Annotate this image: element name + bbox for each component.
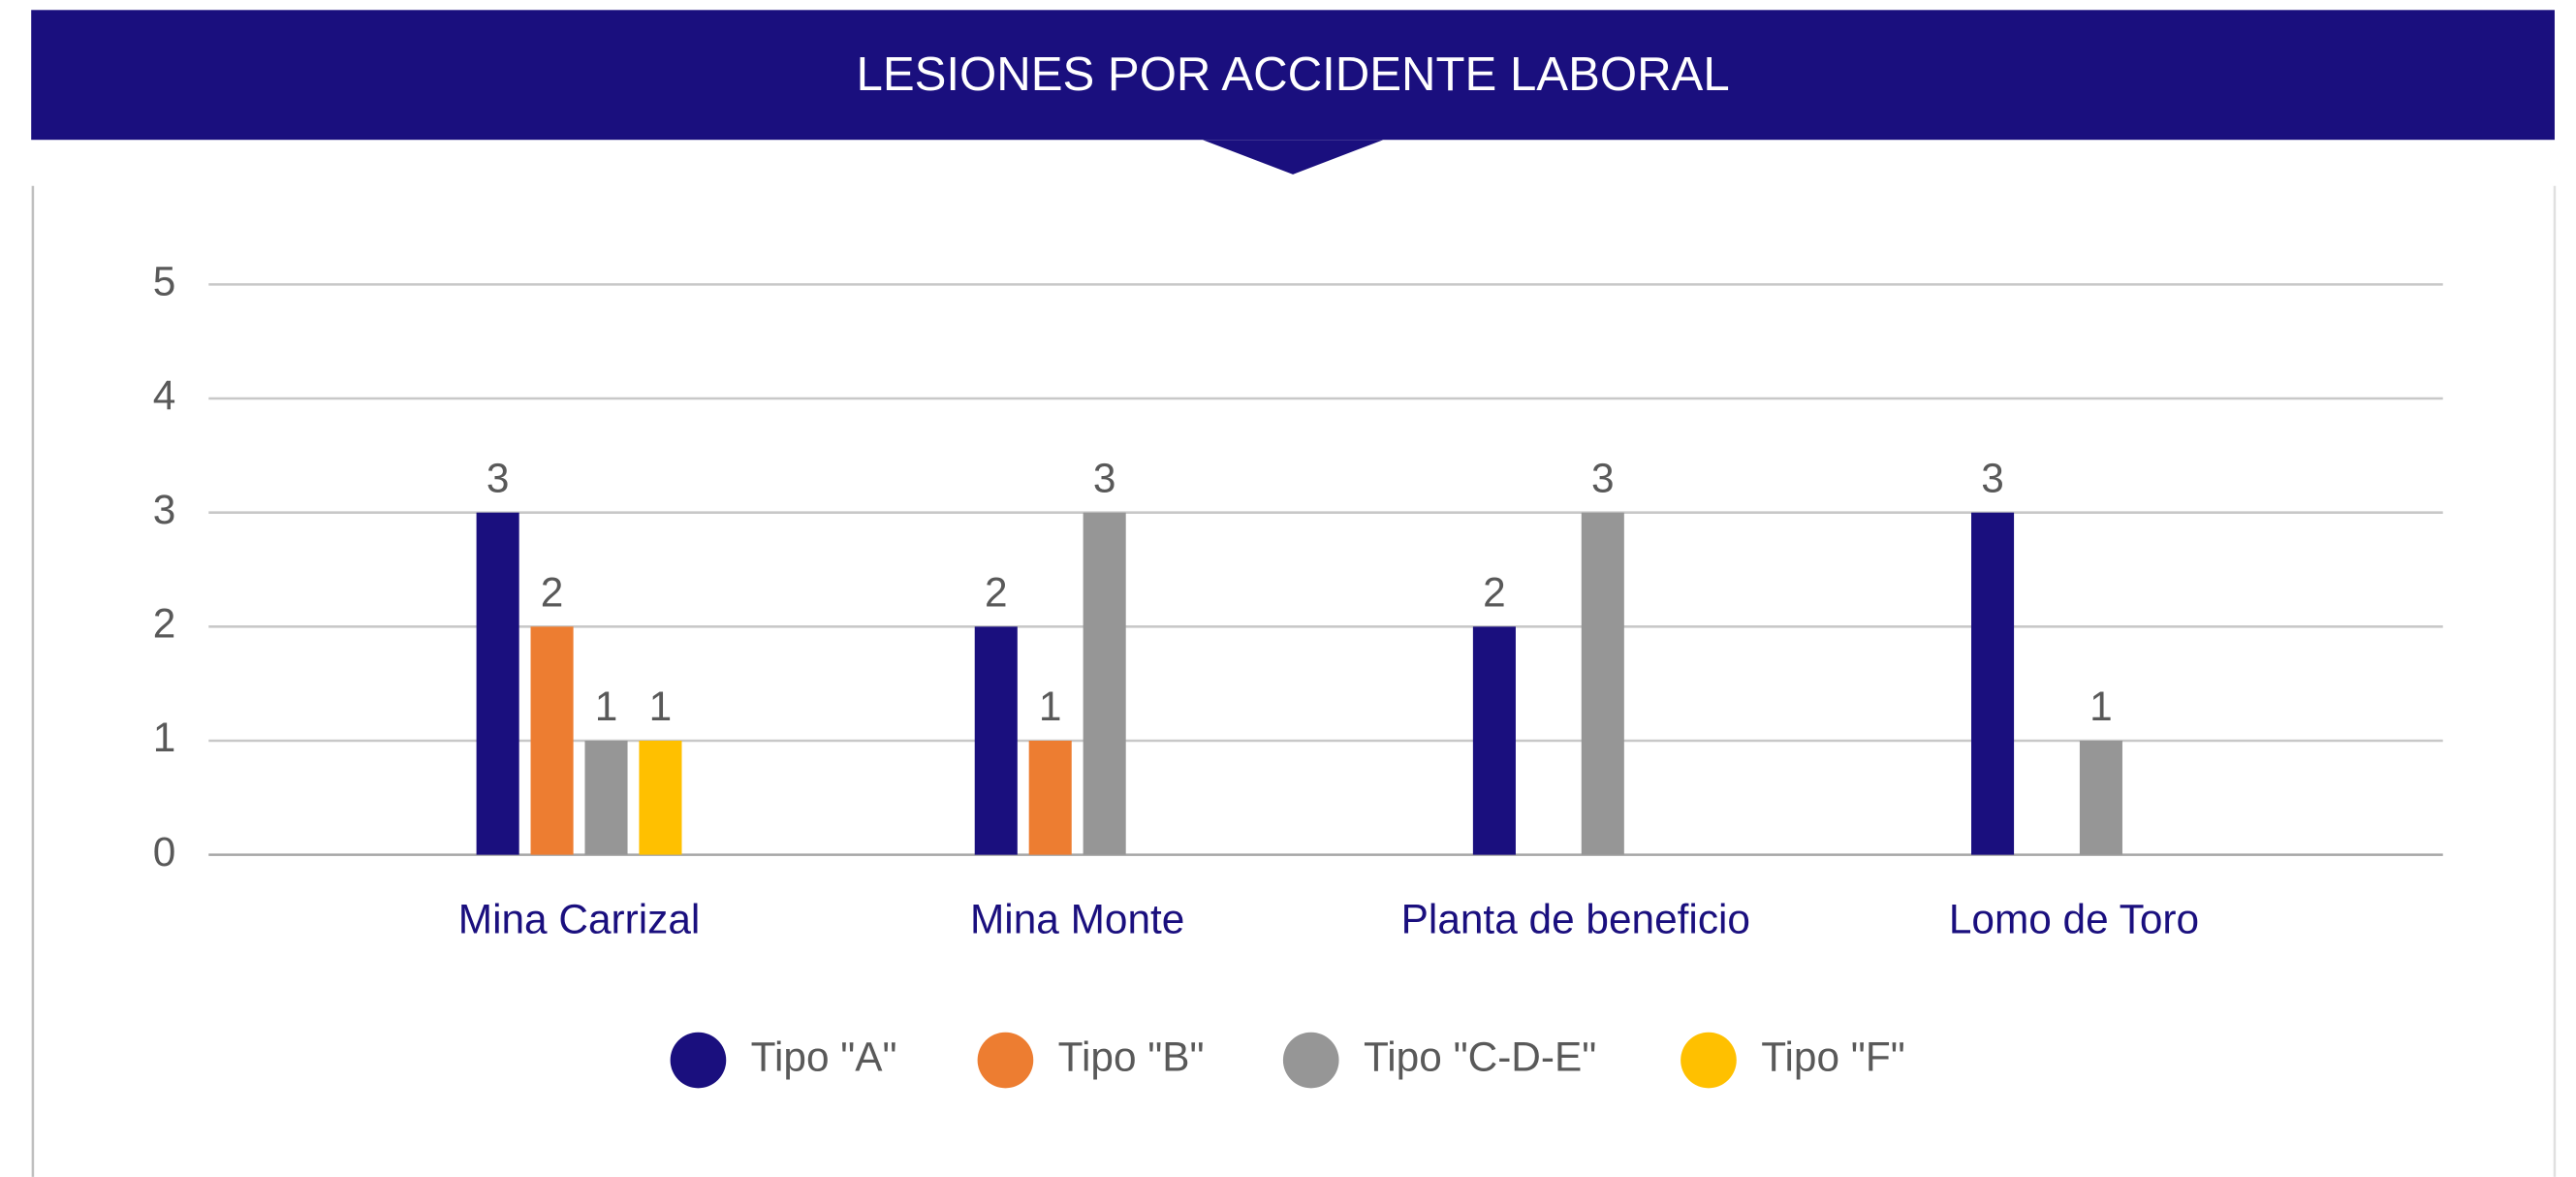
bar [1083, 512, 1126, 855]
x-tick-label: Planta de beneficio [1401, 896, 1750, 941]
data-label: 3 [1591, 456, 1615, 501]
y-tick-label: 4 [153, 372, 176, 418]
x-tick-label: Lomo de Toro [1949, 896, 2199, 941]
header-band [31, 10, 2555, 141]
data-label: 3 [1981, 456, 2004, 501]
bar [639, 740, 682, 855]
bar [1472, 626, 1516, 855]
legend-label: Tipo "C-D-E" [1364, 1034, 1596, 1080]
bar [1028, 740, 1072, 855]
y-tick-label: 3 [153, 487, 176, 532]
bar [584, 740, 628, 855]
data-label: 1 [1039, 684, 1062, 729]
data-label: 1 [2089, 684, 2113, 729]
data-label: 2 [1483, 569, 1506, 615]
bar [1581, 512, 1624, 855]
y-tick-label: 0 [153, 829, 176, 875]
data-label: 1 [595, 684, 618, 729]
y-tick-label: 5 [153, 259, 176, 304]
data-label: 2 [985, 569, 1008, 615]
data-label: 1 [649, 684, 673, 729]
x-tick-label: Mina Monte [970, 896, 1184, 941]
header-pointer [1202, 140, 1384, 175]
legend-swatch [1282, 1032, 1339, 1089]
data-label: 2 [541, 569, 564, 615]
bar [476, 512, 519, 855]
y-tick-label: 2 [153, 601, 176, 647]
bar [1971, 512, 2015, 855]
chart-title: LESIONES POR ACCIDENTE LABORAL [856, 48, 1729, 101]
data-label: 3 [1093, 456, 1116, 501]
legend-swatch [670, 1032, 727, 1089]
bar [530, 626, 574, 855]
legend-swatch [977, 1032, 1034, 1089]
data-label: 3 [487, 456, 510, 501]
y-tick-label: 1 [153, 715, 176, 760]
legend-swatch [1681, 1032, 1737, 1089]
legend-label: Tipo "F" [1761, 1034, 1905, 1080]
legend-label: Tipo "A" [751, 1034, 897, 1080]
bar [2079, 740, 2122, 855]
x-tick-label: Mina Carrizal [458, 896, 701, 941]
bar [974, 626, 1018, 855]
legend-label: Tipo "B" [1058, 1034, 1205, 1080]
